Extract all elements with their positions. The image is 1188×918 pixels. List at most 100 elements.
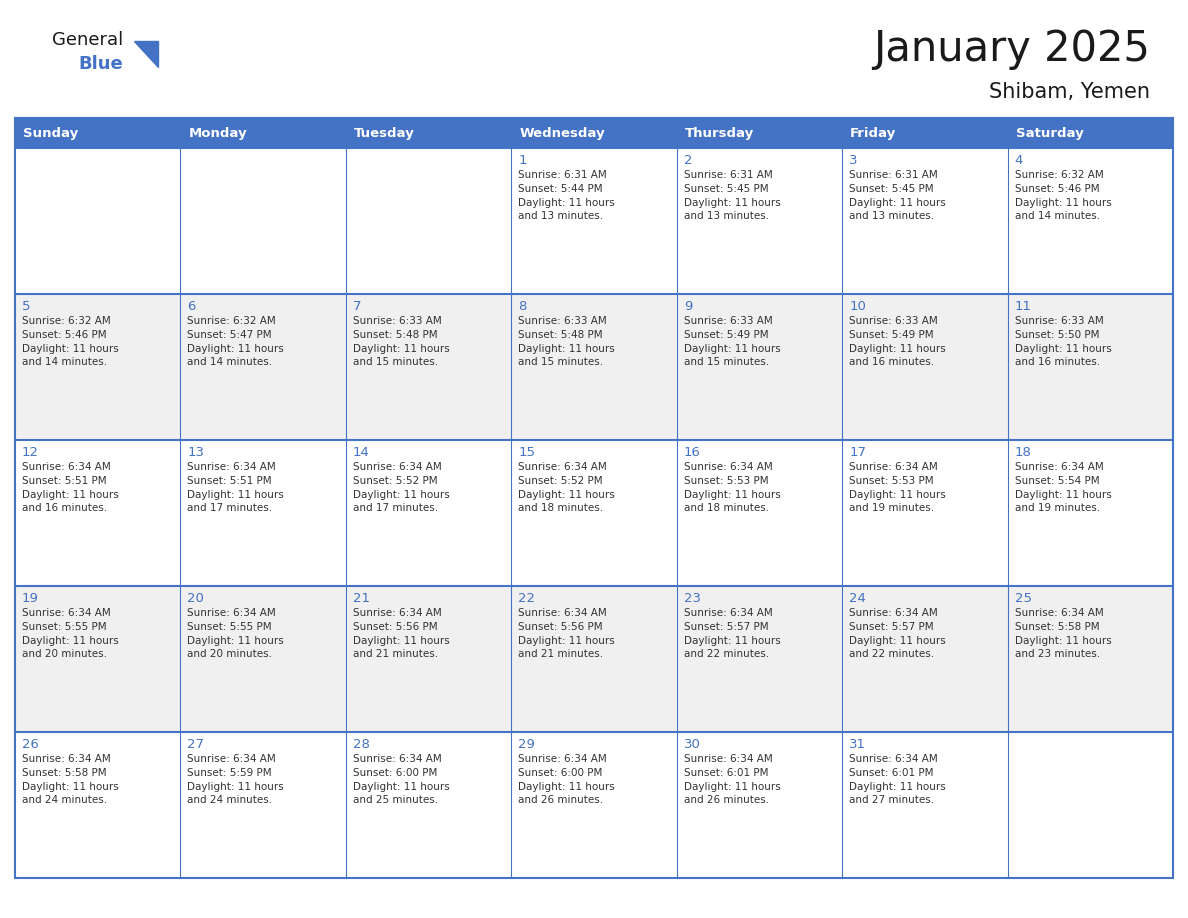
Text: Daylight: 11 hours: Daylight: 11 hours (518, 198, 615, 208)
Text: 8: 8 (518, 300, 526, 313)
Bar (15, 294, 1173, 440)
Text: Sunrise: 6:34 AM: Sunrise: 6:34 AM (684, 754, 772, 764)
Text: Sunrise: 6:34 AM: Sunrise: 6:34 AM (849, 754, 937, 764)
Bar (15, 586, 1173, 732)
Text: Daylight: 11 hours: Daylight: 11 hours (188, 490, 284, 500)
Text: Sunset: 5:51 PM: Sunset: 5:51 PM (23, 476, 107, 486)
Text: and 18 minutes.: and 18 minutes. (684, 503, 769, 513)
Text: Daylight: 11 hours: Daylight: 11 hours (518, 344, 615, 354)
Text: Sunset: 5:56 PM: Sunset: 5:56 PM (518, 622, 604, 632)
Text: Sunset: 5:48 PM: Sunset: 5:48 PM (353, 330, 437, 340)
Text: Sunrise: 6:34 AM: Sunrise: 6:34 AM (188, 754, 276, 764)
Text: Friday: Friday (851, 127, 897, 140)
Text: Saturday: Saturday (1016, 127, 1083, 140)
Text: Sunrise: 6:32 AM: Sunrise: 6:32 AM (23, 316, 110, 326)
Text: Daylight: 11 hours: Daylight: 11 hours (1015, 490, 1111, 500)
Text: 31: 31 (849, 738, 866, 751)
Text: and 15 minutes.: and 15 minutes. (353, 357, 438, 367)
Text: Sunrise: 6:32 AM: Sunrise: 6:32 AM (1015, 170, 1104, 180)
Text: Daylight: 11 hours: Daylight: 11 hours (849, 636, 946, 646)
Text: and 24 minutes.: and 24 minutes. (188, 795, 272, 805)
Text: 12: 12 (23, 446, 39, 459)
Text: Sunset: 5:55 PM: Sunset: 5:55 PM (188, 622, 272, 632)
Text: Sunset: 5:45 PM: Sunset: 5:45 PM (684, 184, 769, 194)
Text: Sunset: 5:52 PM: Sunset: 5:52 PM (353, 476, 437, 486)
Text: and 14 minutes.: and 14 minutes. (1015, 211, 1100, 221)
Text: Sunrise: 6:33 AM: Sunrise: 6:33 AM (1015, 316, 1104, 326)
Text: Daylight: 11 hours: Daylight: 11 hours (684, 636, 781, 646)
Text: 26: 26 (23, 738, 39, 751)
Text: Sunset: 5:47 PM: Sunset: 5:47 PM (188, 330, 272, 340)
Text: and 24 minutes.: and 24 minutes. (23, 795, 107, 805)
Text: Daylight: 11 hours: Daylight: 11 hours (1015, 636, 1111, 646)
Text: Sunset: 6:00 PM: Sunset: 6:00 PM (353, 768, 437, 778)
Text: Sunrise: 6:31 AM: Sunrise: 6:31 AM (684, 170, 772, 180)
Text: 19: 19 (23, 592, 39, 605)
Text: Sunrise: 6:31 AM: Sunrise: 6:31 AM (849, 170, 937, 180)
Text: Monday: Monday (189, 127, 247, 140)
Text: Sunset: 5:46 PM: Sunset: 5:46 PM (1015, 184, 1099, 194)
Text: Daylight: 11 hours: Daylight: 11 hours (684, 344, 781, 354)
Text: 3: 3 (849, 154, 858, 167)
Text: and 13 minutes.: and 13 minutes. (684, 211, 769, 221)
Text: and 26 minutes.: and 26 minutes. (684, 795, 769, 805)
Text: and 26 minutes.: and 26 minutes. (518, 795, 604, 805)
Text: Sunset: 5:55 PM: Sunset: 5:55 PM (23, 622, 107, 632)
Text: Sunrise: 6:33 AM: Sunrise: 6:33 AM (684, 316, 772, 326)
Text: Daylight: 11 hours: Daylight: 11 hours (518, 636, 615, 646)
Text: 9: 9 (684, 300, 693, 313)
Text: and 15 minutes.: and 15 minutes. (684, 357, 769, 367)
Text: Daylight: 11 hours: Daylight: 11 hours (188, 782, 284, 792)
Text: Sunset: 6:01 PM: Sunset: 6:01 PM (849, 768, 934, 778)
Text: 25: 25 (1015, 592, 1031, 605)
Text: Sunrise: 6:34 AM: Sunrise: 6:34 AM (353, 608, 442, 618)
Text: and 14 minutes.: and 14 minutes. (23, 357, 107, 367)
Text: Daylight: 11 hours: Daylight: 11 hours (188, 636, 284, 646)
Polygon shape (134, 41, 158, 67)
Text: 1: 1 (518, 154, 526, 167)
Text: Sunset: 5:53 PM: Sunset: 5:53 PM (684, 476, 769, 486)
Text: Daylight: 11 hours: Daylight: 11 hours (1015, 198, 1111, 208)
Text: and 19 minutes.: and 19 minutes. (849, 503, 934, 513)
Text: 22: 22 (518, 592, 536, 605)
Text: Sunset: 5:44 PM: Sunset: 5:44 PM (518, 184, 604, 194)
Text: and 13 minutes.: and 13 minutes. (518, 211, 604, 221)
Text: and 20 minutes.: and 20 minutes. (188, 649, 272, 659)
Text: 10: 10 (849, 300, 866, 313)
Text: Sunrise: 6:34 AM: Sunrise: 6:34 AM (23, 754, 110, 764)
Text: and 13 minutes.: and 13 minutes. (849, 211, 934, 221)
Text: Daylight: 11 hours: Daylight: 11 hours (518, 490, 615, 500)
Bar (15, 440, 1173, 586)
Text: Sunrise: 6:34 AM: Sunrise: 6:34 AM (353, 462, 442, 472)
Text: 13: 13 (188, 446, 204, 459)
Text: Sunset: 5:52 PM: Sunset: 5:52 PM (518, 476, 604, 486)
Bar (15, 118, 1173, 148)
Text: Daylight: 11 hours: Daylight: 11 hours (1015, 344, 1111, 354)
Text: Wednesday: Wednesday (519, 127, 605, 140)
Text: 21: 21 (353, 592, 369, 605)
Text: Sunset: 5:53 PM: Sunset: 5:53 PM (849, 476, 934, 486)
Text: Daylight: 11 hours: Daylight: 11 hours (849, 198, 946, 208)
Text: and 16 minutes.: and 16 minutes. (849, 357, 934, 367)
Text: Sunrise: 6:34 AM: Sunrise: 6:34 AM (518, 608, 607, 618)
Text: and 17 minutes.: and 17 minutes. (353, 503, 438, 513)
Text: and 18 minutes.: and 18 minutes. (518, 503, 604, 513)
Text: Daylight: 11 hours: Daylight: 11 hours (353, 344, 449, 354)
Text: 16: 16 (684, 446, 701, 459)
Text: Sunday: Sunday (23, 127, 78, 140)
Text: Sunset: 5:50 PM: Sunset: 5:50 PM (1015, 330, 1099, 340)
Text: Daylight: 11 hours: Daylight: 11 hours (849, 344, 946, 354)
Text: Daylight: 11 hours: Daylight: 11 hours (23, 344, 119, 354)
Bar (15, 732, 1173, 878)
Text: Sunset: 5:57 PM: Sunset: 5:57 PM (849, 622, 934, 632)
Text: Sunset: 5:48 PM: Sunset: 5:48 PM (518, 330, 604, 340)
Text: Daylight: 11 hours: Daylight: 11 hours (684, 782, 781, 792)
Text: 28: 28 (353, 738, 369, 751)
Text: and 21 minutes.: and 21 minutes. (353, 649, 438, 659)
Text: Daylight: 11 hours: Daylight: 11 hours (188, 344, 284, 354)
Text: and 21 minutes.: and 21 minutes. (518, 649, 604, 659)
Text: and 16 minutes.: and 16 minutes. (23, 503, 107, 513)
Text: 15: 15 (518, 446, 536, 459)
Text: Sunrise: 6:33 AM: Sunrise: 6:33 AM (353, 316, 442, 326)
Text: Daylight: 11 hours: Daylight: 11 hours (353, 490, 449, 500)
